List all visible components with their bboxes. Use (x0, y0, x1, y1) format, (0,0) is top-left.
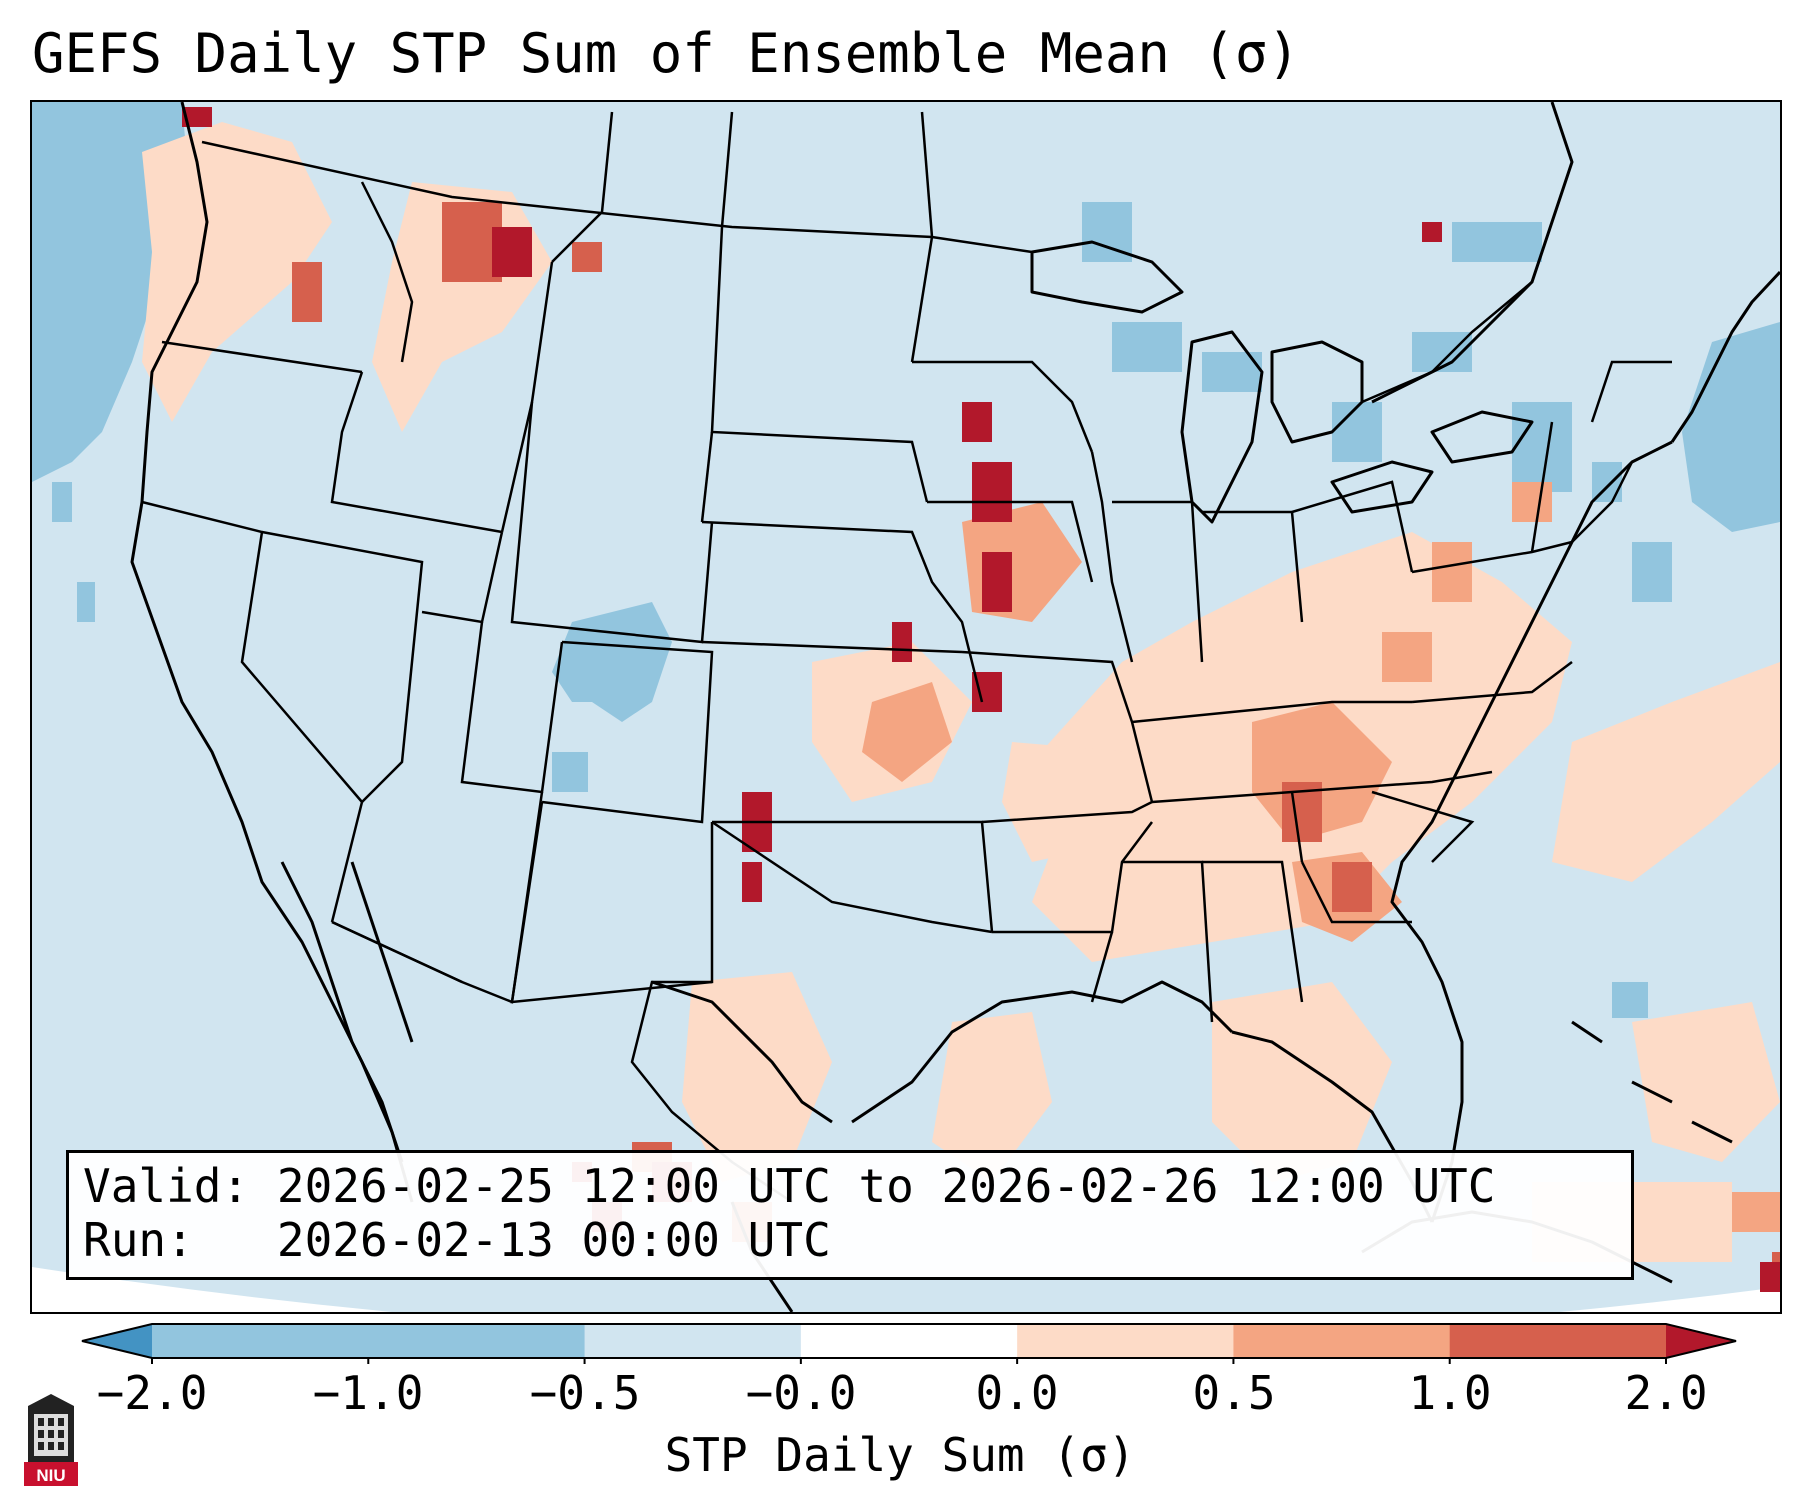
colorbar-label: STP Daily Sum (σ) (664, 1428, 1136, 1482)
colorbar-segment (368, 1324, 586, 1358)
tick-label-3: −0.0 (745, 1366, 857, 1420)
colorbar-segment (1017, 1324, 1234, 1358)
colorbar-segment (584, 1324, 802, 1358)
logo-text: NIU (36, 1466, 65, 1485)
tick-label-0: −2.0 (96, 1366, 208, 1420)
run-label: Run: (83, 1213, 194, 1267)
valid-value: 2026-02-25 12:00 UTC to 2026-02-26 12:00… (276, 1159, 1496, 1213)
atlantic-negative-anomaly (1592, 322, 1780, 1018)
state-borders (141, 111, 1672, 1204)
tick-label-6: 1.0 (1408, 1366, 1492, 1420)
colorado-negative-anomaly (552, 602, 672, 792)
tick-label-4: 0.0 (975, 1366, 1059, 1420)
run-value: 2026-02-13 00:00 UTC (276, 1213, 831, 1267)
colorbar-extend-low (82, 1324, 152, 1358)
colorbar-extend-high (1666, 1324, 1736, 1358)
map-panel (30, 100, 1782, 1314)
tick-label-7: 2.0 (1624, 1366, 1708, 1420)
tick-label-5: 0.5 (1192, 1366, 1276, 1420)
tick-label-2: −0.5 (529, 1366, 641, 1420)
colorbar (81, 1323, 1737, 1364)
colorbar-segment (152, 1324, 369, 1358)
valid-label: Valid: (83, 1159, 250, 1213)
colorbar-segment (1449, 1324, 1667, 1358)
valid-time-box: Valid: 2026-02-25 12:00 UTC to 2026-02-2… (66, 1150, 1634, 1280)
stp-map (32, 102, 1780, 1312)
university-tower-icon: NIU (24, 1394, 78, 1486)
colorbar-segment (1233, 1324, 1451, 1358)
chart-title: GEFS Daily STP Sum of Ensemble Mean (σ) (32, 22, 1300, 85)
colorbar-segment (800, 1324, 1018, 1358)
tick-label-1: −1.0 (312, 1366, 424, 1420)
